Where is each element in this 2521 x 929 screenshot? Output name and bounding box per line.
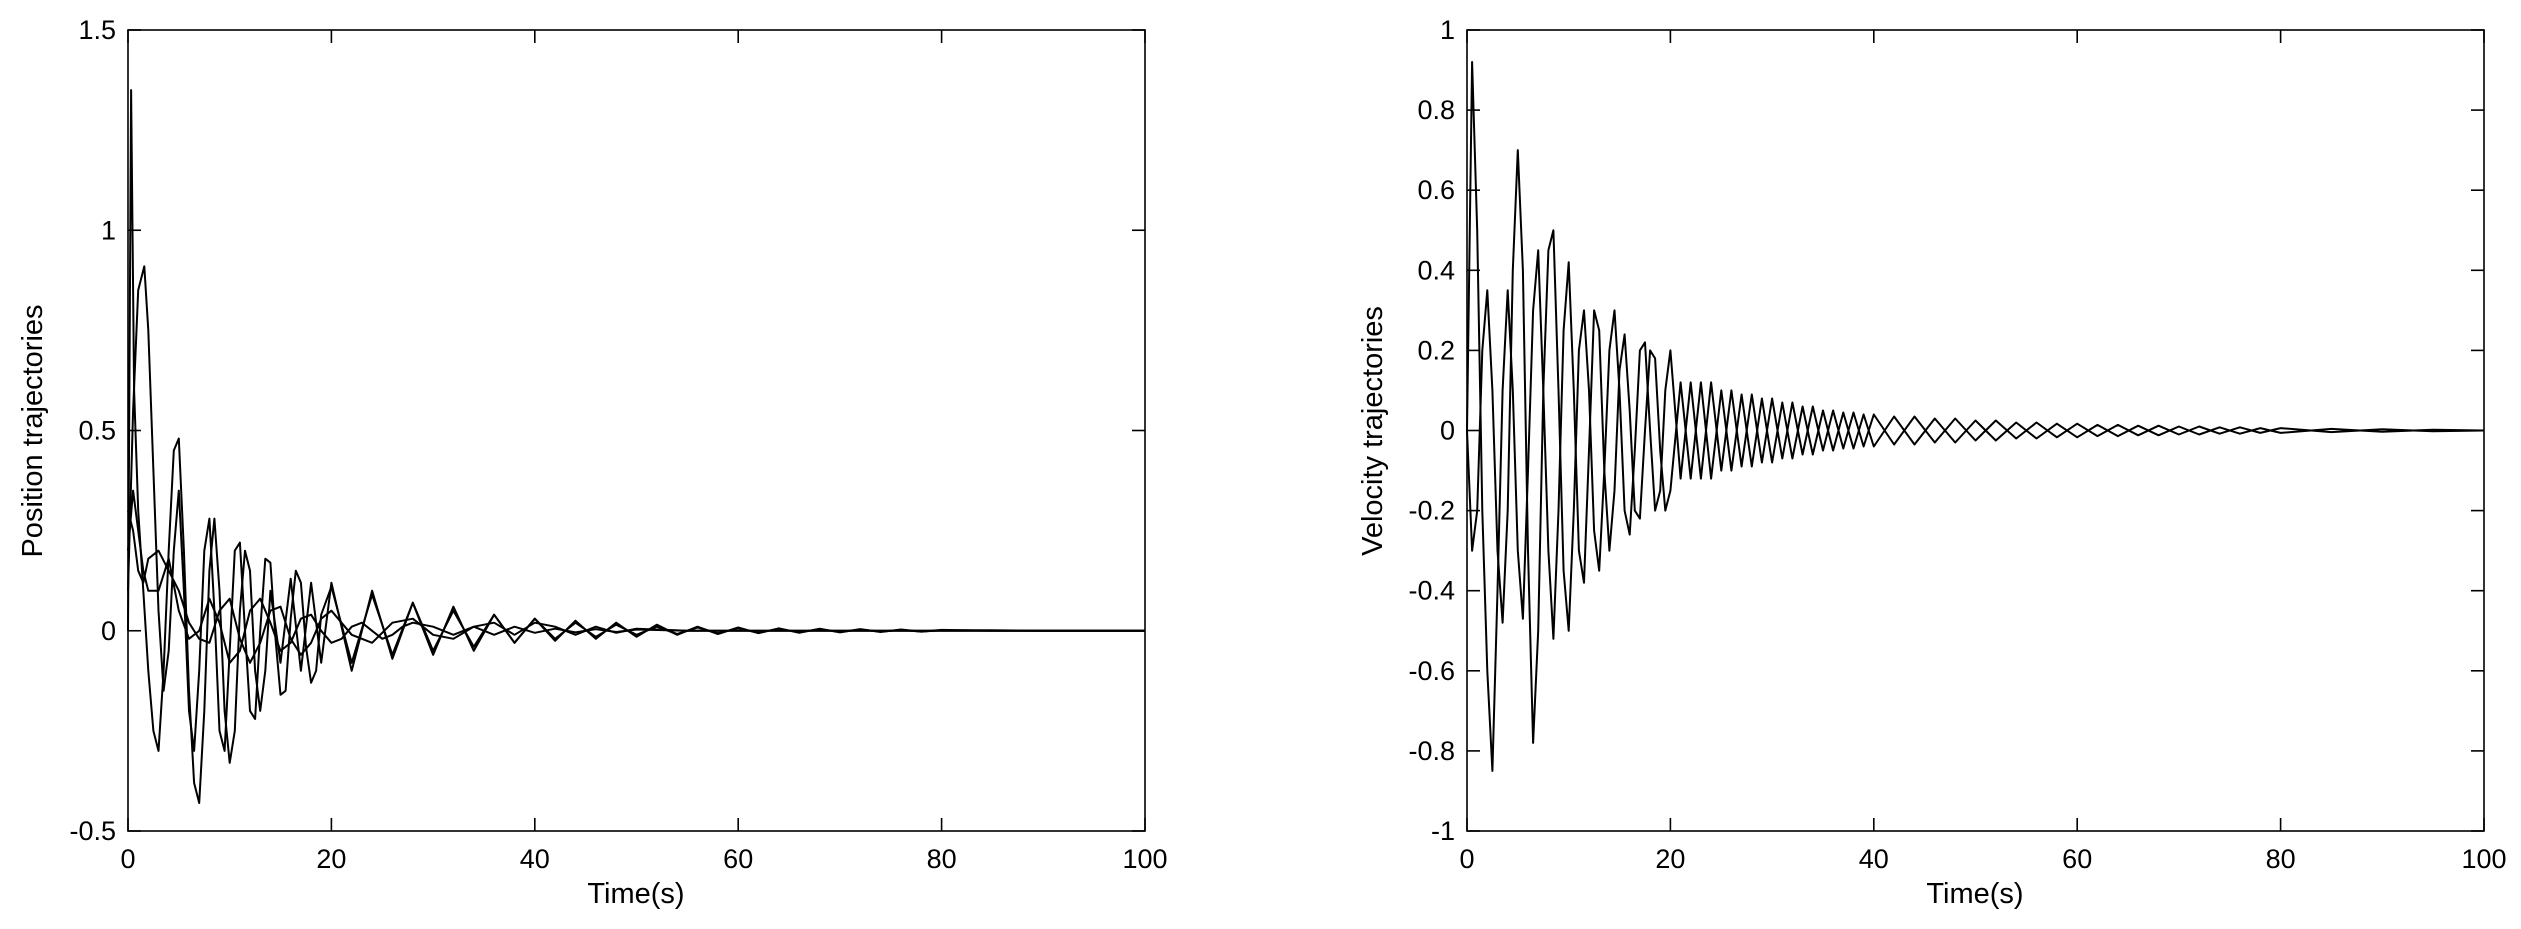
y-tick-label: -0.2	[1408, 496, 1455, 526]
series-line-1	[1466, 61, 2485, 772]
x-tick-label: 80	[927, 844, 957, 874]
y-axis-label: Velocity trajectories	[1357, 306, 1389, 556]
series-line-2	[1466, 149, 2485, 744]
y-tick-label: 0	[1440, 416, 1455, 446]
plot-area	[127, 29, 1146, 832]
x-tick-label: 20	[316, 844, 346, 874]
y-tick-label: 0.2	[1417, 335, 1455, 365]
y-tick-label: -0.8	[1408, 736, 1455, 766]
x-tick-label: 0	[1459, 844, 1474, 874]
y-tick-label: 1	[1440, 15, 1455, 45]
series-line-1	[127, 265, 1145, 752]
x-tick-label: 20	[1655, 844, 1685, 874]
series-line-2	[127, 89, 1145, 804]
x-axis: 0 20 40 60 80 100	[1459, 30, 2507, 874]
y-tick-label: -0.6	[1408, 656, 1455, 686]
x-tick-label: 40	[1859, 844, 1889, 874]
x-axis: 0 20 40 60 80 100	[120, 30, 1168, 874]
series-line-4	[127, 510, 1145, 664]
x-tick-label: 80	[2266, 844, 2296, 874]
y-tick-label: 1.5	[78, 15, 116, 45]
x-tick-label: 40	[520, 844, 550, 874]
position-plot: 0 20 40 60 80 100 -0.500.511.5 Time(s) Positi…	[17, 15, 1168, 910]
x-tick-label: 100	[2461, 844, 2506, 874]
series-group	[127, 89, 1145, 804]
y-axis: -1 -0.8 -0.6 -0.4 -0.2 0 0.2 0.4 0.6 0.8 1	[1408, 15, 2484, 846]
x-tick-label: 60	[2062, 844, 2092, 874]
x-tick-label: 100	[1122, 844, 1167, 874]
y-tick-label: 0.8	[1417, 95, 1455, 125]
x-tick-label: 60	[723, 844, 753, 874]
y-tick-label: -0.5	[69, 816, 116, 846]
y-tick-label: 1	[101, 215, 116, 245]
y-tick-label: -1	[1431, 816, 1455, 846]
y-axis-label: Position trajectories	[17, 304, 49, 557]
y-tick-label: -0.4	[1408, 576, 1455, 606]
x-axis-label: Time(s)	[587, 878, 684, 910]
y-tick-label: 0.4	[1417, 255, 1455, 285]
y-tick-label: 0.5	[78, 416, 116, 446]
series-group	[1466, 61, 2485, 772]
y-tick-label: 0.6	[1417, 175, 1455, 205]
y-axis: -0.5 0 0.5 1 1.5	[69, 15, 1145, 846]
velocity-plot: 0 20 40 60 80 100 -1 -0.8 -0.6 -0.4 -0.2 0 0.2 0.4 0.…	[1357, 15, 2507, 910]
y-tick-label: 0	[101, 616, 116, 646]
x-tick-label: 0	[120, 844, 135, 874]
x-axis-label: Time(s)	[1926, 878, 2023, 910]
plot-area	[1466, 29, 2485, 832]
